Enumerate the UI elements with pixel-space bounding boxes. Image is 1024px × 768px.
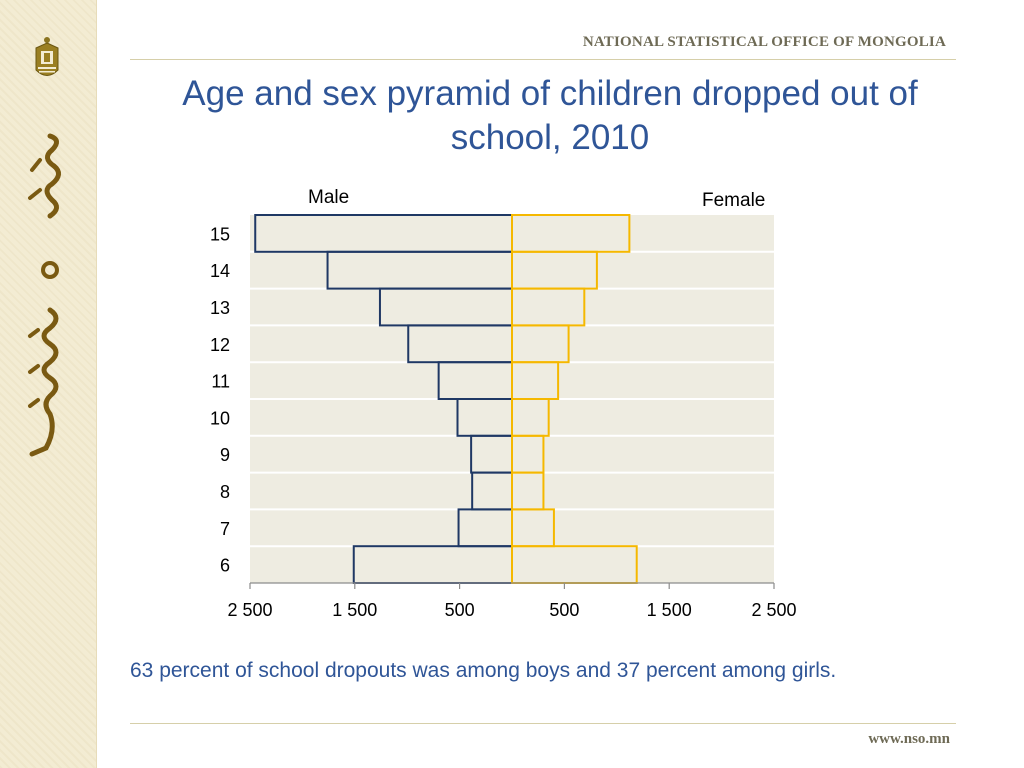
caption-text: 63 percent of school dropouts was among … (130, 659, 837, 682)
chart-title: Age and sex pyramid of children dropped … (182, 74, 918, 157)
legend-female: Female (702, 190, 765, 211)
age-label: 15 (210, 224, 230, 244)
age-label: 6 (220, 556, 230, 576)
age-label: 7 (220, 519, 230, 539)
x-tick-label: 1 500 (332, 600, 377, 620)
mongolian-script-icon (28, 133, 61, 457)
age-label: 14 (210, 261, 230, 281)
age-label: 13 (210, 298, 230, 318)
footer-url: www.nso.mn (868, 731, 950, 747)
header-divider (130, 59, 956, 60)
x-tick-label: 2 500 (751, 600, 796, 620)
pyramid-chart: 2 500 1 500 500 500 1 500 2 500 15 14 13 12 11 10 9… (210, 187, 797, 620)
age-label: 8 (220, 482, 230, 502)
x-tick-label: 500 (549, 600, 579, 620)
organization-name: NATIONAL STATISTICAL OFFICE OF MONGOLIA (582, 34, 946, 50)
age-label: 10 (210, 408, 230, 428)
age-label: 9 (220, 445, 230, 465)
footer-divider (130, 723, 956, 724)
x-tick-label: 500 (445, 600, 475, 620)
legend-male: Male (308, 187, 349, 208)
age-label: 12 (210, 335, 230, 355)
x-tick-label: 2 500 (227, 600, 272, 620)
age-label: 11 (211, 372, 230, 392)
x-tick-label: 1 500 (647, 600, 692, 620)
nso-emblem-icon (35, 37, 59, 76)
side-panel (0, 0, 97, 768)
